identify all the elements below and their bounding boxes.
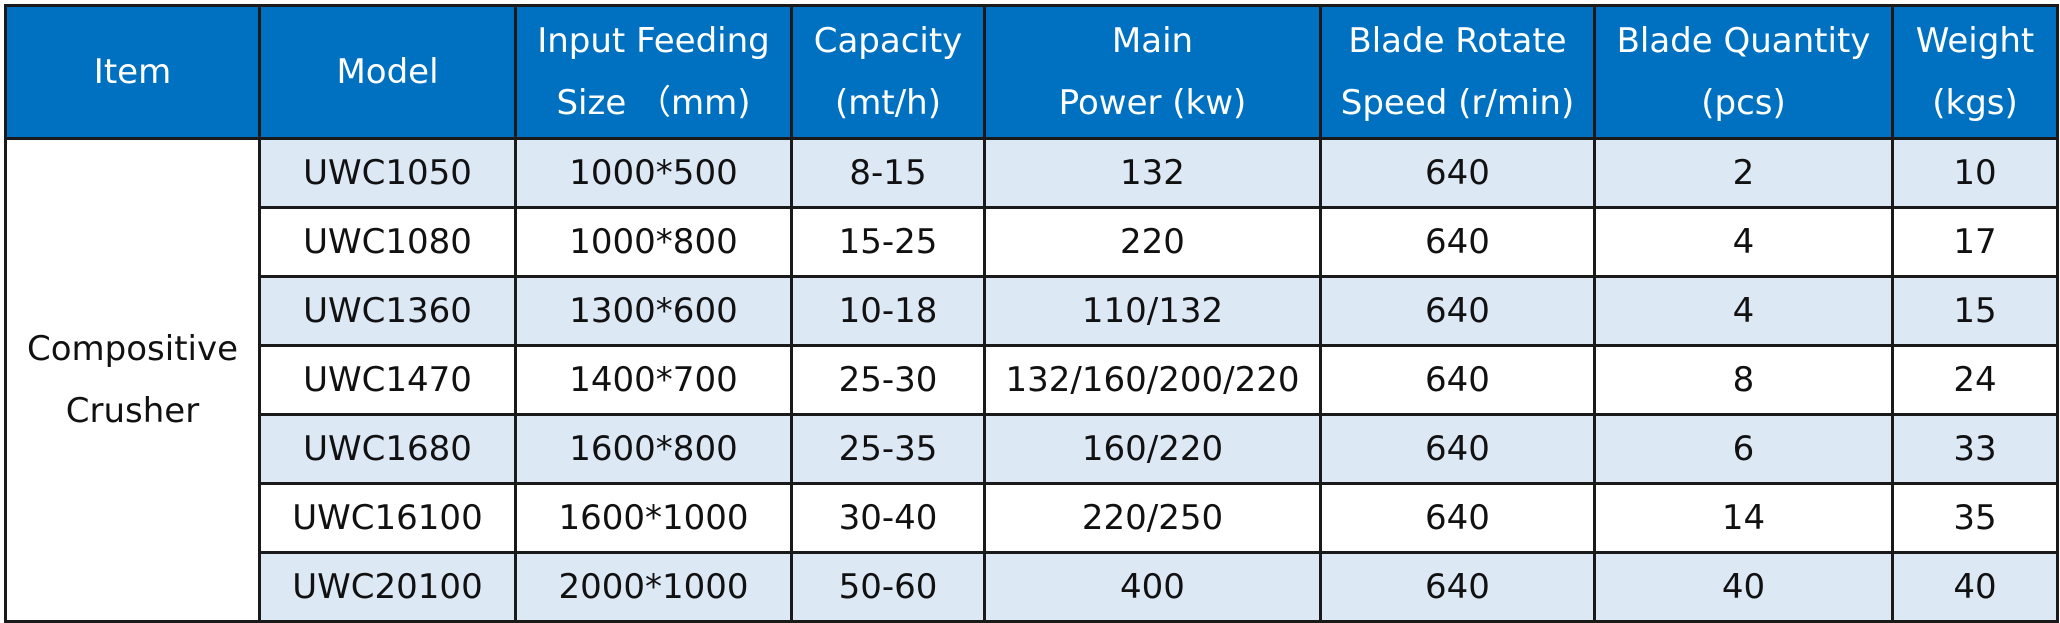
cell-weight: 33	[1891, 413, 2059, 485]
header-quantity-line1: Blade Quantity	[1616, 21, 1871, 61]
table-row: UWC16100 1600*1000 30-40 220/250 640 14 …	[6, 482, 2059, 554]
header-speed-line1: Blade Rotate	[1348, 21, 1567, 61]
cell-weight: 35	[1891, 482, 2059, 554]
header-input-feeding-size: Input Feeding Size （mm)	[514, 4, 793, 140]
header-blade-rotate-speed: Blade Rotate Speed (r/min)	[1319, 4, 1596, 140]
cell-model: UWC16100	[258, 482, 517, 554]
cell-power: 160/220	[983, 413, 1322, 485]
cell-speed: 640	[1319, 137, 1596, 209]
header-quantity-line2: (pcs)	[1701, 83, 1786, 123]
table-row: UWC20100 2000*1000 50-60 400 640 40 40	[6, 551, 2059, 623]
cell-model: UWC1050	[258, 137, 517, 209]
header-input-line2: Size （mm)	[556, 83, 751, 123]
cell-capacity: 10-18	[790, 275, 986, 347]
cell-speed: 640	[1319, 551, 1596, 623]
cell-power: 220/250	[983, 482, 1322, 554]
cell-quantity: 4	[1593, 206, 1894, 278]
cell-model: UWC20100	[258, 551, 517, 623]
cell-input-size: 1000*800	[514, 206, 793, 278]
table-row: UWC1470 1400*700 25-30 132/160/200/220 6…	[6, 344, 2059, 416]
header-blade-quantity: Blade Quantity (pcs)	[1593, 4, 1894, 140]
cell-input-size: 1600*800	[514, 413, 793, 485]
cell-quantity: 6	[1593, 413, 1894, 485]
cell-speed: 640	[1319, 482, 1596, 554]
cell-weight: 15	[1891, 275, 2059, 347]
header-row: Item Model Input Feeding Size （mm) Capac…	[4, 4, 2059, 140]
cell-input-size: 1400*700	[514, 344, 793, 416]
cell-quantity: 4	[1593, 275, 1894, 347]
cell-speed: 640	[1319, 275, 1596, 347]
cell-quantity: 8	[1593, 344, 1894, 416]
header-capacity-line1: Capacity	[813, 21, 963, 61]
cell-input-size: 1600*1000	[514, 482, 793, 554]
header-power-line2: Power (kw)	[1058, 83, 1247, 123]
cell-power: 132	[983, 137, 1322, 209]
header-weight-line1: Weight	[1915, 21, 2035, 61]
cell-capacity: 25-30	[790, 344, 986, 416]
cell-power: 400	[983, 551, 1322, 623]
header-model-label: Model	[336, 52, 439, 92]
cell-quantity: 14	[1593, 482, 1894, 554]
header-capacity: Capacity (mt/h)	[790, 4, 986, 140]
cell-power: 110/132	[983, 275, 1322, 347]
cell-quantity: 40	[1593, 551, 1894, 623]
table-body: Compositive Crusher UWC1050 1000*500 8-1…	[4, 137, 2059, 623]
item-cell: Compositive Crusher	[4, 137, 261, 623]
cell-power: 220	[983, 206, 1322, 278]
table-header: Item Model Input Feeding Size （mm) Capac…	[4, 4, 2059, 140]
header-weight: Weight (kgs)	[1891, 4, 2059, 140]
cell-model: UWC1680	[258, 413, 517, 485]
header-power-line1: Main	[1111, 21, 1194, 61]
header-item: Item	[4, 4, 261, 140]
header-item-label: Item	[93, 52, 172, 92]
item-line2: Crusher	[65, 391, 200, 431]
header-main-power: Main Power (kw)	[983, 4, 1322, 140]
cell-model: UWC1080	[258, 206, 517, 278]
cell-model: UWC1360	[258, 275, 517, 347]
cell-quantity: 2	[1593, 137, 1894, 209]
cell-capacity: 50-60	[790, 551, 986, 623]
spec-table-container: Item Model Input Feeding Size （mm) Capac…	[4, 4, 2059, 623]
table-row: UWC1080 1000*800 15-25 220 640 4 17	[6, 206, 2059, 278]
header-weight-line2: (kgs)	[1932, 83, 2018, 123]
cell-weight: 10	[1891, 137, 2059, 209]
cell-input-size: 1300*600	[514, 275, 793, 347]
cell-capacity: 8-15	[790, 137, 986, 209]
header-capacity-line2: (mt/h)	[835, 83, 941, 123]
cell-speed: 640	[1319, 413, 1596, 485]
header-speed-line2: Speed (r/min)	[1340, 83, 1575, 123]
cell-weight: 24	[1891, 344, 2059, 416]
cell-input-size: 2000*1000	[514, 551, 793, 623]
cell-weight: 40	[1891, 551, 2059, 623]
header-input-line1: Input Feeding	[537, 21, 770, 61]
cell-weight: 17	[1891, 206, 2059, 278]
header-model: Model	[258, 4, 517, 140]
table-row: Compositive Crusher UWC1050 1000*500 8-1…	[4, 137, 2059, 623]
cell-capacity: 30-40	[790, 482, 986, 554]
table-row: UWC1680 1600*800 25-35 160/220 640 6 33	[6, 413, 2059, 485]
cell-speed: 640	[1319, 206, 1596, 278]
spec-table: Item Model Input Feeding Size （mm) Capac…	[4, 4, 2059, 623]
item-line1: Compositive	[26, 329, 239, 369]
cell-capacity: 25-35	[790, 413, 986, 485]
table-row: UWC1360 1300*600 10-18 110/132 640 4 15	[6, 275, 2059, 347]
cell-capacity: 15-25	[790, 206, 986, 278]
cell-input-size: 1000*500	[514, 137, 793, 209]
cell-power: 132/160/200/220	[983, 344, 1322, 416]
cell-speed: 640	[1319, 344, 1596, 416]
cell-model: UWC1470	[258, 344, 517, 416]
